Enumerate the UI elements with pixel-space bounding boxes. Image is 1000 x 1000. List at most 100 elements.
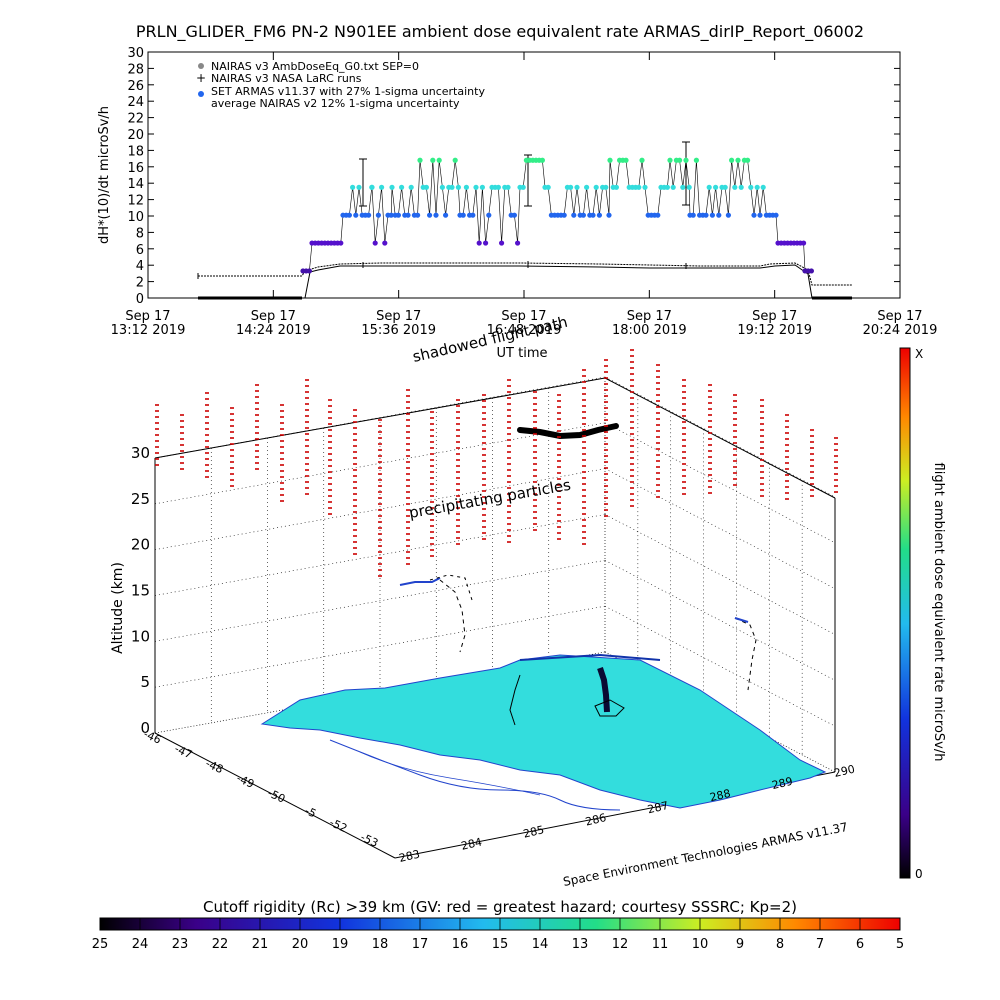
armas-point — [606, 212, 612, 218]
armas-point — [735, 157, 741, 163]
cutoff-tick-label: 21 — [252, 937, 269, 952]
armas-point — [655, 212, 661, 218]
x-tick-date: Sep 17 — [376, 309, 421, 324]
armas-point — [436, 157, 442, 163]
cutoff-tick-label: 5 — [896, 937, 904, 952]
armas-point — [636, 184, 642, 190]
y-tick-label: 16 — [127, 161, 144, 176]
armas-series — [300, 157, 815, 274]
y-tick-label: 0 — [136, 292, 144, 307]
chart-title: PRLN_GLIDER_FM6 PN-2 N901EE ambient dose… — [135, 22, 865, 41]
altitude-tick-label: 30 — [131, 444, 150, 462]
nairas-larc-line — [304, 264, 813, 299]
altitude-axis-label: Altitude (km) — [110, 562, 126, 654]
cutoff-tick-label: 7 — [816, 937, 824, 952]
cutoff-tick-label: 18 — [372, 937, 389, 952]
armas-point — [574, 184, 580, 190]
armas-point — [476, 240, 482, 246]
latitude-tick-label: -48 — [203, 757, 225, 776]
armas-point — [439, 184, 445, 190]
legend: NAIRAS v3 AmbDoseEq_G0.txt SEP=0 + NAIRA… — [196, 60, 485, 110]
armas-point — [369, 184, 375, 190]
legend-marker-cross: + — [196, 71, 206, 85]
y-tick-label: 4 — [136, 259, 144, 274]
armas-point — [584, 184, 590, 190]
armas-point — [415, 212, 421, 218]
shadowed-flight-path — [399, 423, 757, 691]
x-axis-label: UT time — [497, 346, 548, 361]
longitude-axis: 283 284 285 286 287 288 289 290 — [398, 763, 856, 865]
armas-point — [356, 184, 362, 190]
legend-entry: NAIRAS v3 AmbDoseEq_G0.txt SEP=0 — [211, 60, 419, 73]
armas-point — [607, 157, 613, 163]
armas-point — [732, 184, 738, 190]
longitude-tick-label: 285 — [522, 823, 545, 840]
armas-point — [642, 184, 648, 190]
x-tick-date: Sep 17 — [752, 309, 797, 324]
armas-point — [568, 184, 574, 190]
cutoff-tick-label: 25 — [92, 937, 109, 952]
armas-point — [670, 184, 676, 190]
armas-point — [545, 184, 551, 190]
longitude-tick-label: 289 — [771, 775, 794, 792]
armas-point — [433, 212, 439, 218]
armas-point — [667, 157, 673, 163]
cutoff-tick-label: 20 — [292, 937, 309, 952]
colorbar-bottom-label: 0 — [915, 867, 923, 881]
nairas-v3-line — [198, 262, 852, 286]
armas-point — [443, 212, 449, 218]
armas-point — [725, 212, 732, 218]
armas-point — [430, 157, 436, 163]
armas-point — [603, 184, 609, 190]
cutoff-tick-label: 17 — [412, 937, 429, 952]
dose-colorbar: X 0 flight ambient dose equivalent rate … — [899, 347, 946, 881]
precipitating-particles — [155, 349, 838, 577]
y-tick-label: 18 — [127, 144, 144, 159]
colorbar-label: flight ambient dose equivalent rate micr… — [931, 463, 946, 762]
y-tick-label: 8 — [136, 226, 144, 241]
y-tick-label: 30 — [127, 46, 144, 61]
armas-point — [417, 157, 423, 163]
armas-point — [408, 184, 414, 190]
altitude-tick-label: 5 — [140, 673, 150, 691]
y-tick-label: 26 — [127, 79, 144, 94]
armas-point — [738, 184, 744, 190]
x-tick-date: Sep 17 — [125, 309, 170, 324]
armas-point — [495, 184, 501, 190]
y-tick-label: 2 — [136, 276, 144, 291]
3d-gridlines — [154, 376, 836, 755]
armas-point — [713, 184, 719, 190]
armas-point — [520, 184, 526, 190]
ground-track-thick — [597, 667, 610, 713]
x-tick-date: Sep 17 — [251, 309, 296, 324]
armas-point — [773, 212, 779, 218]
armas-point — [722, 184, 728, 190]
longitude-tick-label: 290 — [833, 763, 856, 780]
armas-point — [613, 184, 620, 190]
armas-point — [706, 184, 712, 190]
armas-point — [703, 212, 709, 218]
armas-point — [593, 184, 599, 190]
armas-point — [716, 212, 722, 218]
cutoff-tick-label: 15 — [492, 937, 509, 952]
cutoff-tick-label: 10 — [692, 937, 709, 952]
x-tick-time: 18:00 2019 — [612, 323, 687, 338]
y-tick-label: 22 — [127, 112, 144, 127]
cutoff-tick-label: 12 — [612, 937, 629, 952]
cutoff-tick-label: 8 — [776, 937, 784, 952]
latitude-tick-label: -49 — [234, 772, 256, 791]
legend-entry: average NAIRAS v2 12% 1-sigma uncertaint… — [211, 97, 460, 110]
armas-point — [382, 240, 388, 246]
y-tick-label: 6 — [136, 243, 144, 258]
armas-point — [449, 184, 455, 190]
armas-point — [463, 184, 469, 190]
armas-point — [306, 268, 312, 274]
armas-point — [452, 157, 458, 163]
x-tick-time: 19:12 2019 — [737, 323, 812, 338]
cutoff-tick-label: 14 — [532, 937, 549, 952]
latitude-tick-label: -46 — [141, 727, 163, 746]
y-tick-label: 10 — [127, 210, 144, 225]
